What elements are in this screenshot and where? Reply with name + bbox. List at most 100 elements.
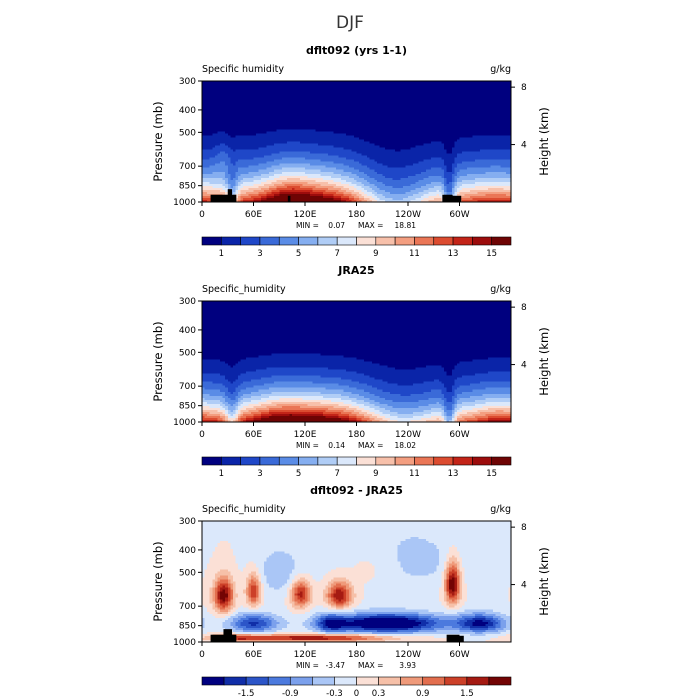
heatmap-cell (369, 85, 373, 88)
heatmap-cell (487, 129, 492, 133)
heatmap-cell (217, 115, 221, 118)
heatmap-cell (451, 93, 455, 96)
heatmap-cell (454, 125, 458, 128)
heatmap-cell (328, 85, 332, 88)
heatmap-cell (464, 95, 468, 98)
heatmap-cell (209, 89, 213, 92)
heatmap-cell (477, 123, 481, 126)
heatmap-cell (256, 113, 260, 116)
heatmap-cell (212, 91, 216, 94)
heatmap-cell (297, 81, 301, 84)
heatmap-cell (451, 99, 455, 102)
heatmap-cell (266, 115, 270, 118)
heatmap-cell (366, 131, 370, 135)
heatmap-cell (232, 133, 237, 137)
heatmap-cell (413, 99, 417, 102)
heatmap-cell (474, 97, 479, 100)
heatmap-cell (454, 97, 458, 100)
heatmap-cell (348, 119, 352, 122)
heatmap-cell (235, 123, 239, 126)
heatmap-cell (477, 93, 481, 96)
heatmap-cell (328, 103, 332, 106)
heatmap-cell (207, 91, 211, 94)
heatmap-cell (366, 99, 370, 102)
heatmap-cell (508, 87, 512, 90)
heatmap-cell (495, 93, 499, 96)
heatmap-cell (240, 127, 244, 130)
heatmap-cell (454, 93, 458, 96)
heatmap-cell (266, 137, 270, 141)
heatmap-cell (220, 101, 224, 104)
heatmap-cell (374, 81, 378, 84)
heatmap-cell (323, 85, 327, 88)
heatmap-cell (451, 87, 455, 90)
heatmap-cell (258, 105, 262, 108)
heatmap-cell (220, 127, 224, 130)
heatmap-cell (207, 107, 211, 110)
heatmap-cell (490, 119, 494, 122)
heatmap-cell (338, 95, 342, 98)
heatmap-cell (441, 95, 445, 98)
heatmap-cell (305, 119, 309, 122)
heatmap-cell (505, 119, 510, 122)
heatmap-cell (271, 97, 275, 100)
heatmap-cell (387, 127, 391, 130)
heatmap-cell (402, 129, 407, 133)
heatmap-cell (405, 129, 409, 133)
heatmap-cell (356, 93, 360, 96)
heatmap-cell (487, 85, 492, 88)
heatmap-cell (330, 119, 334, 122)
heatmap-cell (444, 103, 448, 106)
heatmap-cell (382, 131, 386, 135)
heatmap-cell (400, 125, 404, 128)
heatmap-cell (374, 103, 378, 106)
heatmap-cell (462, 95, 466, 98)
heatmap-cell (299, 83, 304, 86)
heatmap-cell (454, 119, 458, 122)
heatmap-cell (392, 103, 396, 106)
heatmap-cell (469, 99, 473, 102)
heatmap-cell (243, 83, 247, 86)
heatmap-cell (441, 123, 445, 126)
heatmap-cell (253, 101, 257, 104)
heatmap-cell (281, 135, 285, 139)
heatmap-cell (294, 97, 298, 100)
heatmap-cell (474, 129, 479, 133)
heatmap-cell (227, 137, 231, 141)
heatmap-cell (202, 101, 206, 104)
heatmap-cell (436, 107, 440, 110)
heatmap-cell (408, 93, 412, 96)
heatmap-cell (256, 127, 260, 130)
heatmap-cell (397, 101, 401, 104)
heatmap-cell (371, 103, 376, 106)
heatmap-cell (323, 95, 327, 98)
heatmap-cell (400, 117, 404, 120)
heatmap-cell (271, 91, 275, 94)
heatmap-cell (505, 93, 510, 96)
heatmap-cell (286, 115, 291, 118)
heatmap-cell (243, 133, 247, 137)
heatmap-cell (289, 91, 293, 94)
heatmap-cell (459, 89, 463, 92)
heatmap-cell (387, 81, 391, 84)
heatmap-cell (377, 117, 381, 120)
heatmap-cell (317, 121, 322, 124)
heatmap-cell (245, 127, 249, 130)
heatmap-cell (433, 119, 437, 122)
heatmap-cell (397, 121, 401, 124)
heatmap-cell (441, 129, 445, 133)
heatmap-cell (459, 119, 463, 122)
heatmap-cell (469, 105, 473, 108)
heatmap-cell (294, 111, 298, 114)
heatmap-cell (212, 129, 216, 133)
heatmap-cell (333, 131, 337, 135)
heatmap-cell (261, 87, 265, 90)
heatmap-cell (359, 115, 363, 118)
heatmap-cell (341, 119, 345, 122)
heatmap-cell (353, 123, 358, 126)
heatmap-cell (271, 115, 275, 118)
heatmap-cell (364, 83, 368, 86)
heatmap-cell (462, 83, 466, 86)
heatmap-cell (410, 85, 414, 88)
heatmap-cell (405, 131, 409, 135)
